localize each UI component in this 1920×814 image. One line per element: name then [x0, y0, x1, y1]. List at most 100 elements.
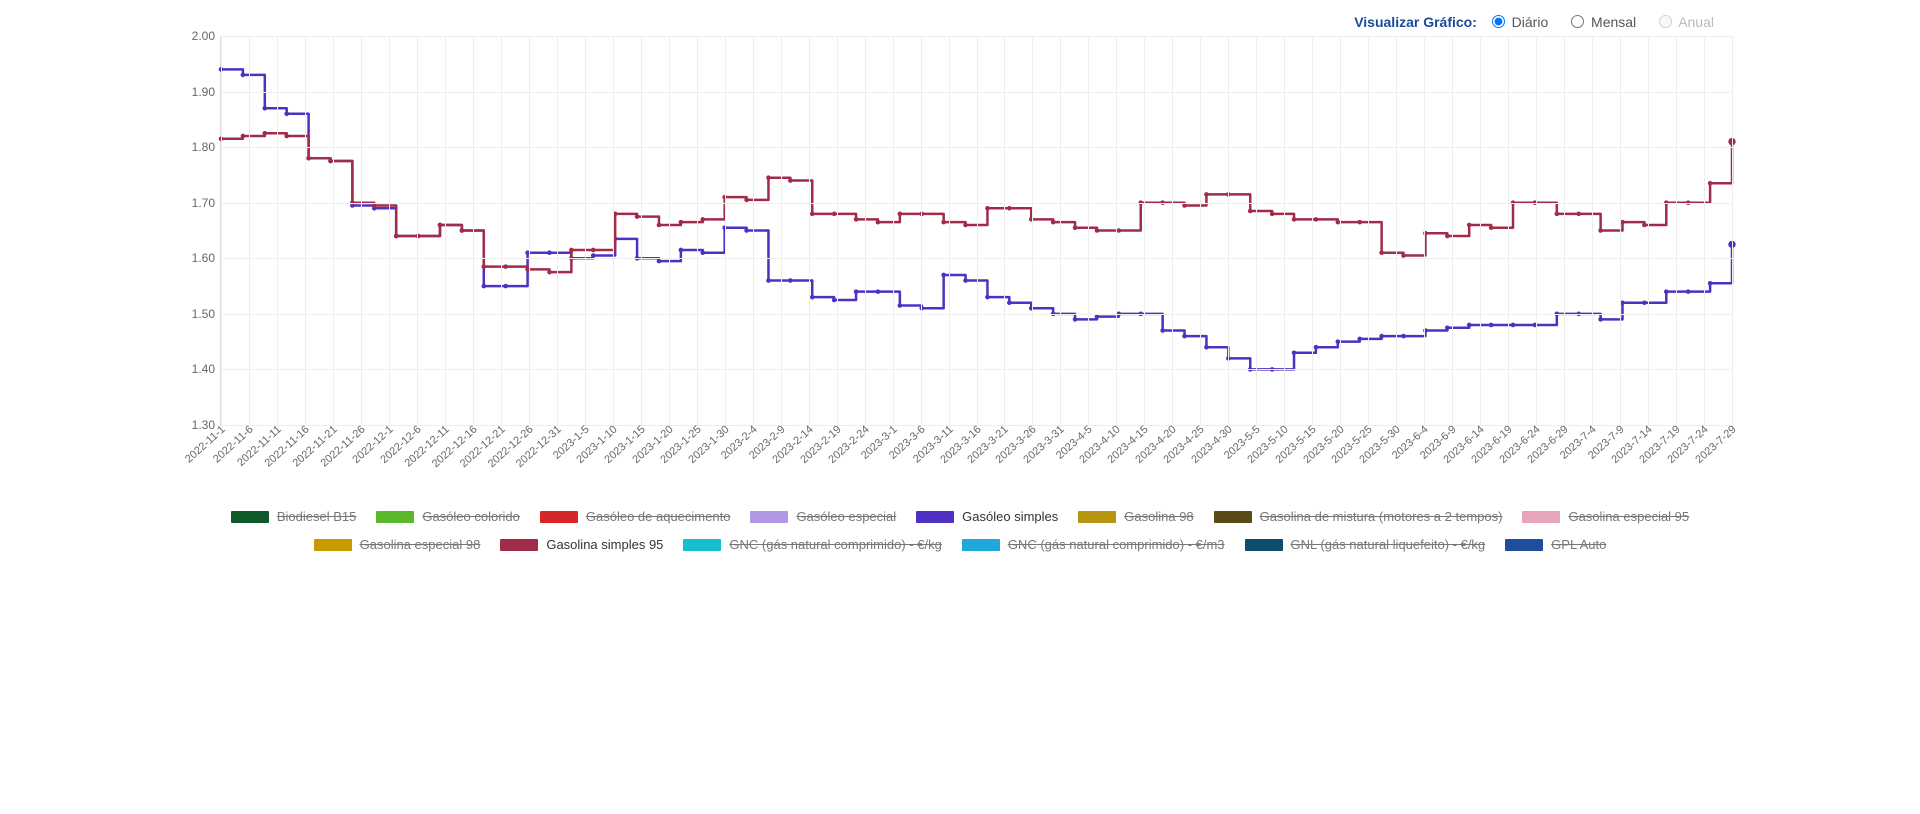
grid-v: [1564, 36, 1565, 425]
radio-anual: Anual: [1654, 14, 1714, 30]
series-point: [941, 273, 946, 278]
legend-label: Gasolina especial 98: [360, 532, 481, 558]
plot-region: 1.301.401.501.601.701.801.902.002022-11-…: [220, 36, 1732, 426]
grid-v: [1004, 36, 1005, 425]
grid-v: [809, 36, 810, 425]
series-point: [241, 73, 246, 78]
legend-label: Biodiesel B15: [277, 504, 357, 530]
series-point: [1073, 317, 1078, 322]
series-point: [1445, 234, 1450, 239]
legend-label: Gasóleo especial: [796, 504, 896, 530]
y-tick: 1.50: [181, 307, 215, 321]
legend-item-gasoleo_aquec[interactable]: Gasóleo de aquecimento: [540, 504, 731, 530]
series-point: [1051, 220, 1056, 225]
legend-item-gas_esp98[interactable]: Gasolina especial 98: [314, 532, 481, 558]
series-point: [700, 250, 705, 255]
series-point: [1401, 253, 1406, 258]
series-point: [657, 259, 662, 264]
legend-label: GNC (gás natural comprimido) - €/kg: [729, 532, 941, 558]
legend-item-gasoleo_especial[interactable]: Gasóleo especial: [750, 504, 896, 530]
grid-v: [1508, 36, 1509, 425]
series-point: [1598, 228, 1603, 233]
series-point: [635, 214, 640, 219]
series-point: [1095, 314, 1100, 319]
legend-swatch: [683, 539, 721, 551]
legend-swatch: [1522, 511, 1560, 523]
radio-mensal[interactable]: Mensal: [1566, 14, 1640, 30]
series-point: [1379, 250, 1384, 255]
radio-anual-label: Anual: [1678, 14, 1714, 30]
series-point: [1248, 209, 1253, 214]
grid-v: [417, 36, 418, 425]
radio-anual-input: [1659, 15, 1672, 28]
grid-v: [1732, 36, 1733, 425]
series-point: [1314, 217, 1319, 222]
legend-label: Gasóleo simples: [962, 504, 1058, 530]
legend: Biodiesel B15 Gasóleo colorido Gasóleo de …: [180, 504, 1740, 560]
series-point: [1401, 334, 1406, 339]
series-point: [1007, 300, 1012, 305]
series-point: [481, 284, 486, 289]
series-point: [854, 217, 859, 222]
legend-item-gas_esp95[interactable]: Gasolina especial 95: [1522, 504, 1689, 530]
series-point: [284, 112, 289, 117]
grid-v: [1032, 36, 1033, 425]
series-point: [481, 264, 486, 269]
series-point: [1357, 337, 1362, 342]
legend-item-gpl_auto[interactable]: GPL Auto: [1505, 532, 1606, 558]
grid-v: [1368, 36, 1369, 425]
legend-item-gas_simples95[interactable]: Gasolina simples 95: [500, 532, 663, 558]
legend-item-gnc_m3[interactable]: GNC (gás natural comprimido) - €/m3: [962, 532, 1225, 558]
radio-diario-label: Diário: [1512, 14, 1549, 30]
legend-label: Gasolina 98: [1124, 504, 1193, 530]
grid-v: [641, 36, 642, 425]
radio-diario-input[interactable]: [1492, 15, 1505, 28]
radio-mensal-input[interactable]: [1571, 15, 1584, 28]
grid-v: [445, 36, 446, 425]
grid-v: [333, 36, 334, 425]
series-point: [963, 223, 968, 228]
series-point: [1357, 220, 1362, 225]
legend-swatch: [1078, 511, 1116, 523]
y-tick: 1.90: [181, 85, 215, 99]
series-point: [1160, 328, 1165, 333]
series-point: [679, 248, 684, 253]
series-point: [1642, 300, 1647, 305]
series-point: [1292, 350, 1297, 355]
grid-v: [1284, 36, 1285, 425]
legend-item-gasoleo_simples[interactable]: Gasóleo simples: [916, 504, 1058, 530]
legend-item-gasolina98[interactable]: Gasolina 98: [1078, 504, 1193, 530]
legend-label: Gasolina de mistura (motores a 2 tempos): [1260, 504, 1503, 530]
legend-item-gasoleo_colorido[interactable]: Gasóleo colorido: [376, 504, 520, 530]
legend-swatch: [231, 511, 269, 523]
legend-item-gas_mistura[interactable]: Gasolina de mistura (motores a 2 tempos): [1214, 504, 1503, 530]
series-point: [963, 278, 968, 283]
legend-label: GNC (gás natural comprimido) - €/m3: [1008, 532, 1225, 558]
grid-v: [1620, 36, 1621, 425]
grid-v: [949, 36, 950, 425]
series-point: [744, 198, 749, 203]
legend-label: GNL (gás natural liquefeito) - €/kg: [1291, 532, 1486, 558]
series-point: [985, 295, 990, 300]
grid-v: [389, 36, 390, 425]
series-point: [898, 212, 903, 217]
grid-v: [529, 36, 530, 425]
grid-v: [1592, 36, 1593, 425]
legend-swatch: [1505, 539, 1543, 551]
grid-v: [249, 36, 250, 425]
grid-v: [1676, 36, 1677, 425]
legend-item-biodiesel[interactable]: Biodiesel B15: [231, 504, 357, 530]
series-point: [700, 217, 705, 222]
legend-item-gnl_kg[interactable]: GNL (gás natural liquefeito) - €/kg: [1245, 532, 1486, 558]
radio-diario[interactable]: Diário: [1487, 14, 1552, 30]
series-point: [1204, 345, 1209, 350]
legend-item-gnc_kg[interactable]: GNC (gás natural comprimido) - €/kg: [683, 532, 941, 558]
series-point: [547, 250, 552, 255]
grid-v: [361, 36, 362, 425]
grid-v: [1396, 36, 1397, 425]
legend-label: Gasolina simples 95: [546, 532, 663, 558]
legend-swatch: [1245, 539, 1283, 551]
grid-v: [585, 36, 586, 425]
series-point: [1182, 334, 1187, 339]
series-point: [876, 289, 881, 294]
